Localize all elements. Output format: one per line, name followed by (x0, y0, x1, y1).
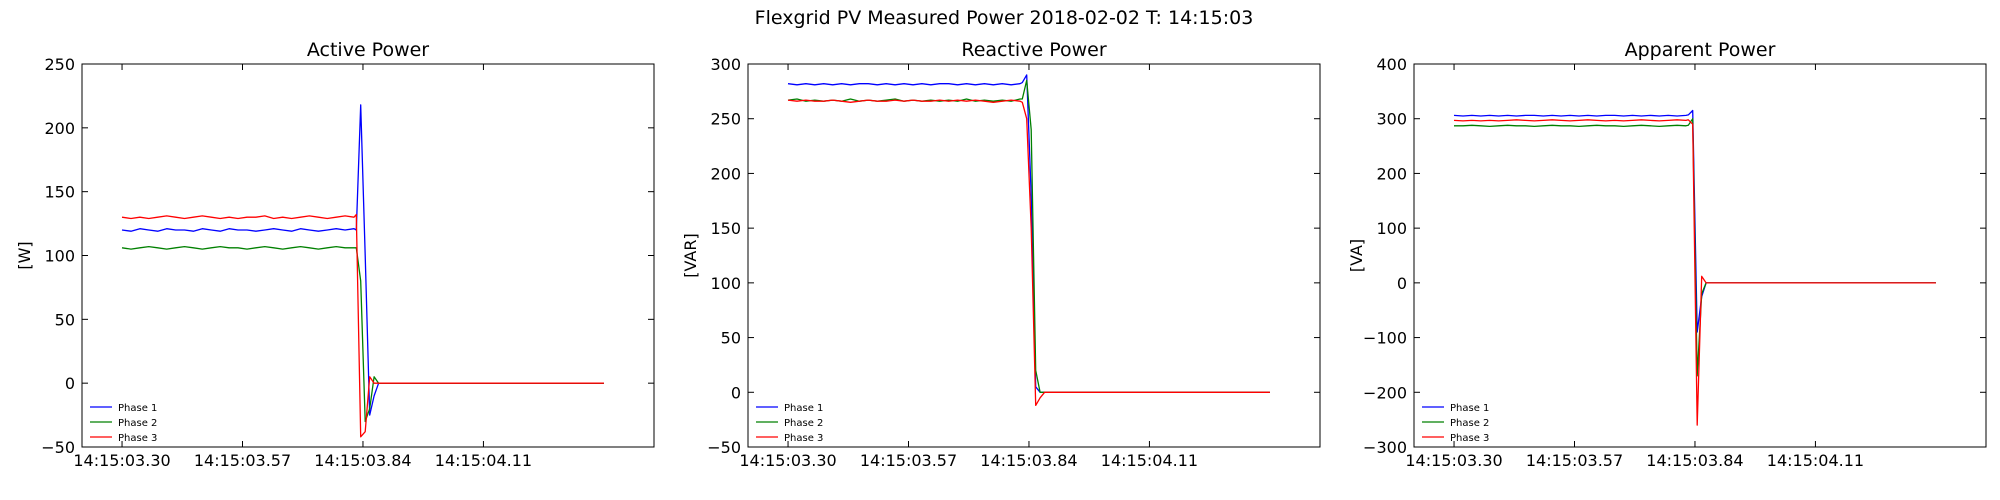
subplot-title: Reactive Power (961, 39, 1106, 61)
legend: Phase 1 Phase 2 Phase 3 (1422, 403, 1489, 444)
series-line-phase-3 (121, 213, 604, 438)
y-axis-label: [VAR] (681, 233, 700, 277)
y-axis-label: [VA] (1347, 239, 1366, 272)
legend-label: Phase 2 (784, 418, 823, 429)
legend-label: Phase 1 (1450, 403, 1489, 414)
legend-label: Phase 2 (118, 418, 157, 429)
x-tick-label: 14:15:04.11 (1101, 451, 1198, 470)
plot-frame (747, 63, 1321, 448)
legend-label: Phase 2 (1450, 418, 1489, 429)
series-group (121, 104, 604, 438)
y-tick-label: −200 (1363, 383, 1407, 402)
x-tick-label: 14:15:04.11 (1767, 451, 1864, 470)
y-tick-label: −50 (707, 438, 741, 457)
legend-label: Phase 1 (118, 403, 157, 414)
subplot-title: Active Power (307, 39, 429, 61)
y-tick-label: 100 (1376, 219, 1407, 238)
x-tick-label: 14:15:03.57 (860, 451, 957, 470)
y-tick-label: 50 (55, 310, 75, 329)
y-tick-label: 150 (710, 219, 741, 238)
y-tick-label: 0 (65, 374, 75, 393)
x-tick-label: 14:15:03.30 (739, 451, 836, 470)
y-tick-label: 150 (44, 183, 75, 202)
y-tick-label: 200 (1376, 164, 1407, 183)
y-tick-label: 200 (710, 164, 741, 183)
figure-title: Flexgrid PV Measured Power 2018-02-02 T:… (755, 7, 1254, 29)
y-tick-label: 300 (710, 55, 741, 74)
subplot-3: Apparent Power [VA] −300 −200 −100 0 100 200 300… (1347, 39, 1987, 470)
y-tick-label: 400 (1376, 55, 1407, 74)
y-tick-label: 100 (44, 247, 75, 266)
y-axis-label: [W] (15, 241, 34, 269)
plot-frame (81, 63, 655, 448)
series-line-phase-1 (787, 74, 1270, 393)
subplot-1: Active Power [W] −50 0 50 100 150 200 250 14:15:0… (15, 39, 655, 470)
x-tick-label: 14:15:03.30 (73, 451, 170, 470)
y-tick-label: 250 (44, 55, 75, 74)
legend-label: Phase 3 (1450, 433, 1489, 444)
series-group (1453, 109, 1936, 426)
legend-label: Phase 1 (784, 403, 823, 414)
series-line-phase-3 (787, 99, 1270, 407)
y-tick-label: 250 (710, 110, 741, 129)
y-tick-label: 100 (710, 274, 741, 293)
subplot-2: Reactive Power [VAR] −50 0 50 100 150 200 250 300… (681, 39, 1321, 470)
y-tick-label: 300 (1376, 110, 1407, 129)
x-tick-label: 14:15:03.84 (1646, 451, 1743, 470)
series-line-phase-2 (121, 245, 604, 423)
series-line-phase-2 (787, 79, 1270, 393)
y-tick-label: 0 (1397, 274, 1407, 293)
y-tick-label: −50 (41, 438, 75, 457)
x-tick-label: 14:15:03.57 (1526, 451, 1623, 470)
subplots: Active Power [W] −50 0 50 100 150 200 250 14:15:0… (15, 39, 1987, 470)
x-tick-label: 14:15:03.84 (980, 451, 1077, 470)
series-group (787, 74, 1270, 407)
legend-label: Phase 3 (118, 433, 157, 444)
legend: Phase 1 Phase 2 Phase 3 (756, 403, 823, 444)
y-tick-label: −100 (1363, 329, 1407, 348)
series-line-phase-3 (1453, 119, 1936, 426)
legend: Phase 1 Phase 2 Phase 3 (90, 403, 157, 444)
legend-label: Phase 3 (784, 433, 823, 444)
y-tick-label: 50 (721, 329, 741, 348)
x-tick-label: 14:15:03.57 (194, 451, 291, 470)
subplot-title: Apparent Power (1625, 39, 1776, 61)
y-tick-label: 0 (731, 383, 741, 402)
y-tick-label: −300 (1363, 438, 1407, 457)
x-tick-label: 14:15:03.30 (1405, 451, 1502, 470)
y-tick-label: 200 (44, 119, 75, 138)
plot-frame (1413, 63, 1987, 448)
x-tick-label: 14:15:04.11 (435, 451, 532, 470)
x-tick-label: 14:15:03.84 (314, 451, 411, 470)
